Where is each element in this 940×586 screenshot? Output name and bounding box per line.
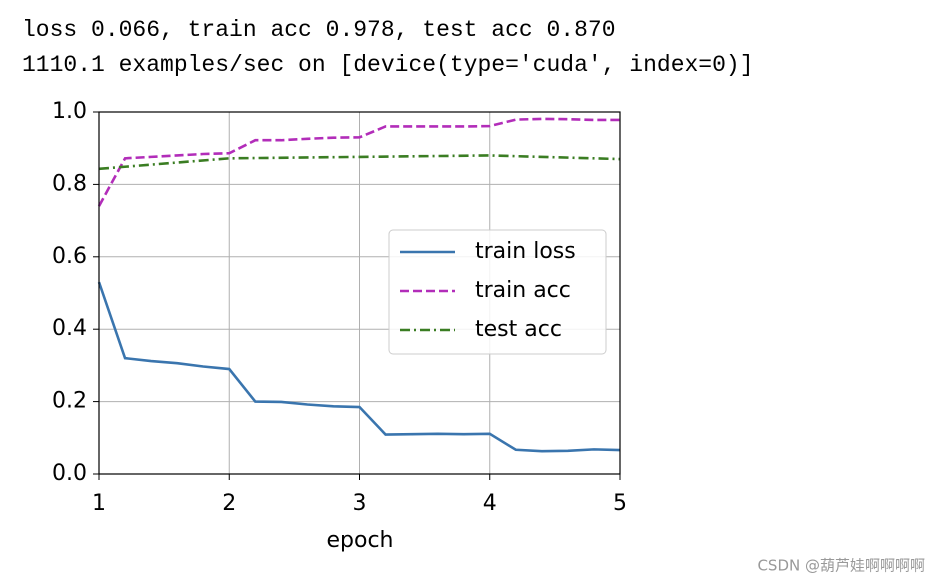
y-tick-label: 0.0 [52,461,87,486]
line-series [97,281,621,453]
output-line: 1110.1 examples/sec on [device(type='cud… [22,52,754,78]
legend-label: test acc [475,317,562,342]
legend-box [388,229,607,355]
line-series [98,154,621,171]
watermark: CSDN @葫芦娃啊啊啊啊 [757,557,925,575]
x-tick-label: 1 [92,491,106,516]
x-tick-label: 5 [613,491,627,516]
legend-label: train loss [475,239,576,264]
x-tick-label: 3 [353,491,367,516]
y-tick-label: 0.6 [52,244,87,269]
y-tick-label: 0.2 [52,389,87,414]
output-line: loss 0.066, train acc 0.978, test acc 0.… [22,17,616,43]
y-tick-label: 0.4 [52,316,87,341]
y-tick-label: 0.8 [52,171,87,196]
line-series [97,117,620,207]
legend-label: train acc [475,278,571,303]
x-tick-label: 4 [483,491,497,516]
y-tick-label: 1.0 [52,99,87,124]
plot-frame [98,111,621,475]
x-tick-label: 2 [222,491,236,516]
x-axis-label: epoch [327,528,394,553]
